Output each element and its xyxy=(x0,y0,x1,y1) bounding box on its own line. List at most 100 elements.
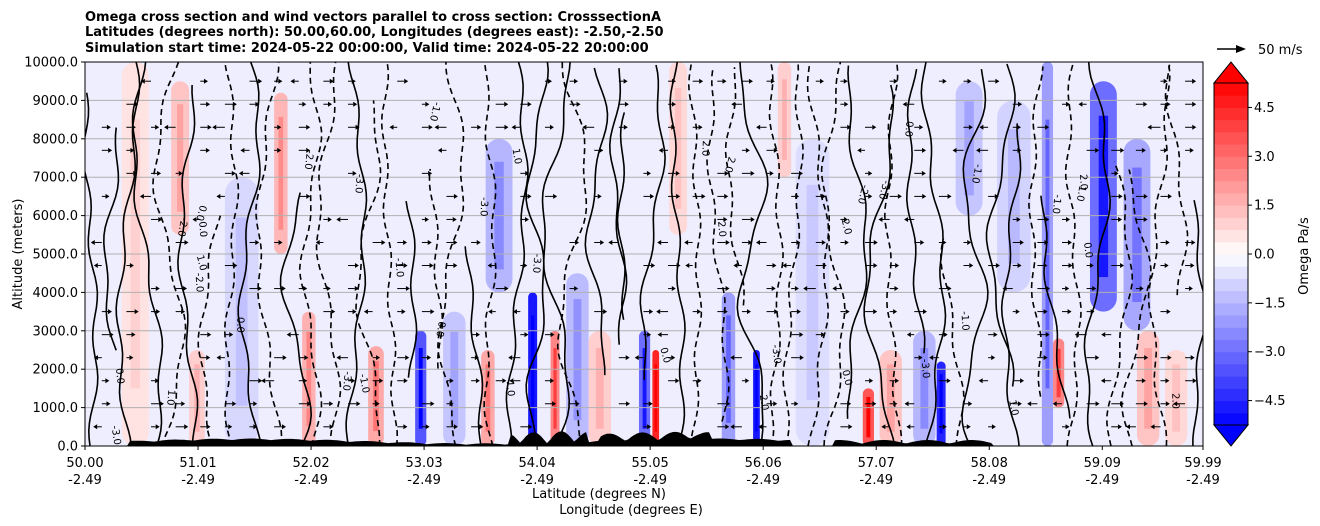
wind-vector-139 xyxy=(488,309,496,315)
wind-vector-314 xyxy=(1012,378,1025,384)
wind-vector-241 xyxy=(791,239,801,245)
wind-vector-2 xyxy=(101,378,110,384)
wind-vector-head xyxy=(232,401,237,407)
wind-vector-head xyxy=(868,193,873,199)
contour-label-26: 1.0 xyxy=(504,380,516,397)
wind-vector-24 xyxy=(151,216,163,222)
wind-vector-head xyxy=(843,78,848,84)
wind-vector-242 xyxy=(791,193,800,199)
wind-vector-head xyxy=(657,332,662,338)
wind-vector-303 xyxy=(963,78,972,84)
wind-vector-184 xyxy=(643,170,651,176)
colorbar-segment-8 xyxy=(1214,315,1248,328)
wind-vector-120 xyxy=(421,170,433,176)
x-axis-label-latitude: Latitude (degrees N) xyxy=(532,487,666,502)
wind-vector-323 xyxy=(1027,401,1038,407)
wind-vector-head xyxy=(479,424,484,430)
wind-vector-head xyxy=(657,239,662,245)
wind-vector-head xyxy=(750,170,755,176)
wind-vector-head xyxy=(184,424,189,430)
omega-feature-core-12 xyxy=(553,348,557,429)
contour-label-31: -2.0 xyxy=(175,216,189,237)
wind-vector-head xyxy=(723,309,728,315)
wind-vector-322 xyxy=(1012,101,1023,107)
wind-vector-73 xyxy=(286,332,299,338)
wind-vector-369 xyxy=(1160,355,1172,361)
wind-vector-head xyxy=(504,101,509,107)
wind-vector-13 xyxy=(126,309,139,315)
colorbar-tick-label-4: −1.5 xyxy=(1254,296,1286,311)
wind-vector-head xyxy=(730,355,735,361)
wind-vector-head xyxy=(822,263,827,269)
wind-vector-head xyxy=(375,401,380,407)
contour-label-20: 0.0 xyxy=(433,320,447,338)
wind-vector-head xyxy=(821,332,826,338)
wind-vector-head xyxy=(943,332,948,338)
contour-label-18: -1.0 xyxy=(958,311,970,331)
wind-vector-head xyxy=(524,332,529,338)
wind-vector-6 xyxy=(93,263,102,269)
contour-label-27: -1.0 xyxy=(357,373,371,394)
wind-vector-168 xyxy=(594,193,602,199)
wind-vector-191 xyxy=(657,239,669,245)
wind-vector-209 xyxy=(717,239,730,245)
wind-vector-head xyxy=(303,378,308,384)
wind-vector-210 xyxy=(717,216,728,222)
wind-vector-350 xyxy=(1100,378,1112,384)
wind-vector-head xyxy=(1167,355,1172,361)
wind-vector-head xyxy=(946,378,951,384)
x-tick-label-lat-7: 57.07 xyxy=(858,456,895,471)
x-tick-label-lon-7: -2.49 xyxy=(859,473,893,488)
contour-label-14: -1.0 xyxy=(1050,194,1063,215)
wind-vector-172 xyxy=(618,355,630,361)
contour-label-35: -2.0 xyxy=(302,149,315,170)
x-tick-label-lat-3: 53.03 xyxy=(405,456,442,471)
wind-vector-head xyxy=(774,309,779,315)
wind-vector-251 xyxy=(840,401,852,407)
wind-vector-87 xyxy=(323,78,334,84)
wind-vector-236 xyxy=(791,355,804,361)
wind-vector-167 xyxy=(594,239,605,245)
wind-vector-224 xyxy=(741,78,753,84)
wind-vector-head xyxy=(698,124,703,130)
y-tick-label-6: 6000.0 xyxy=(33,209,79,224)
x-tick-label-lon-3: -2.49 xyxy=(407,473,441,488)
wind-vector-head xyxy=(821,193,826,199)
contour-label-0: 1.0 xyxy=(1074,185,1088,203)
wind-vector-249 xyxy=(815,78,824,84)
contour-line-48 xyxy=(1040,195,1071,419)
wind-vector-92 xyxy=(347,286,359,292)
wind-vector-307 xyxy=(988,332,998,338)
wind-vector-head xyxy=(772,263,777,269)
wind-vector-175 xyxy=(618,101,629,107)
wind-vector-head xyxy=(404,78,409,84)
wind-vectors xyxy=(90,78,1197,430)
wind-vector-283 xyxy=(904,216,915,222)
wind-vector-head xyxy=(427,355,432,361)
chart-title-line-1: Omega cross section and wind vectors par… xyxy=(85,10,661,25)
wind-vector-99 xyxy=(372,401,380,407)
contour-line-36 xyxy=(806,62,830,446)
wind-vector-head xyxy=(109,332,114,338)
wind-vector-37 xyxy=(200,355,211,361)
wind-vector-333 xyxy=(1052,401,1062,407)
wind-vector-151 xyxy=(520,193,532,199)
wind-vector-238 xyxy=(791,309,801,315)
wind-vector-head xyxy=(799,332,804,338)
colorbar-segment-7 xyxy=(1214,327,1248,340)
wind-vector-379 xyxy=(1185,378,1197,384)
wind-vector-256 xyxy=(840,124,852,130)
wind-vector-head xyxy=(991,424,996,430)
wind-vector-head xyxy=(181,309,186,315)
wind-vector-199 xyxy=(692,309,702,315)
wind-vector-head xyxy=(1114,170,1119,176)
wind-vector-head xyxy=(453,424,458,430)
wind-vector-50 xyxy=(224,170,236,176)
wind-vector-187 xyxy=(657,332,669,338)
wind-vector-267 xyxy=(865,124,877,130)
wind-vector-head xyxy=(1043,309,1048,315)
wind-vector-270 xyxy=(889,378,899,384)
wind-vector-295 xyxy=(938,193,952,199)
omega-feature-core-1 xyxy=(176,104,184,212)
wind-vector-230 xyxy=(756,239,767,245)
